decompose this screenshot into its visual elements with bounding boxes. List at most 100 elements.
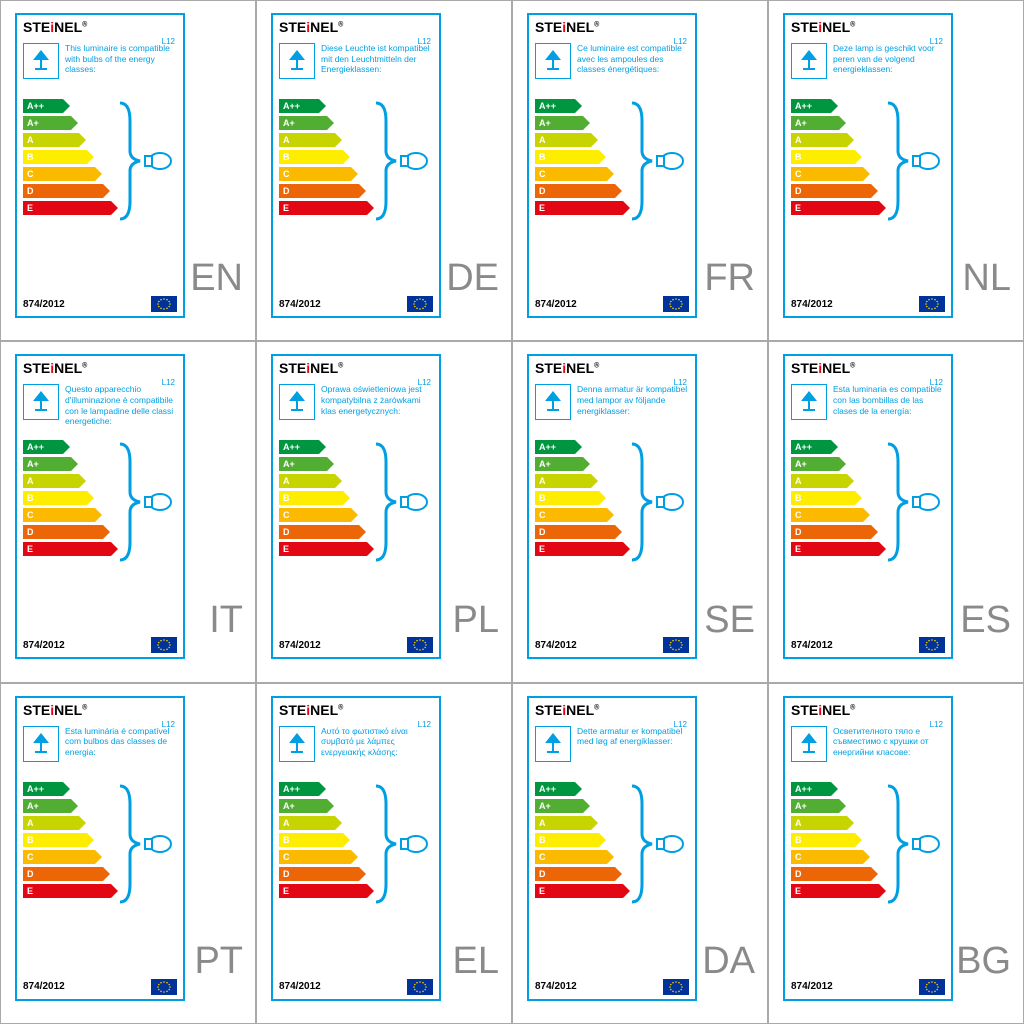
regulation-code: 874/2012 xyxy=(535,981,577,992)
brace-bulb-icon xyxy=(630,784,690,899)
lamp-icon xyxy=(23,726,59,762)
energy-label-card: STEiNEL® L12 This luminaire is compatibl… xyxy=(15,13,185,318)
brand-logo: STEiNEL® xyxy=(23,360,177,376)
lamp-icon xyxy=(791,43,827,79)
compatibility-text: Αυτό το φωτιστικό είναι συμβατό με λάμπε… xyxy=(321,726,433,776)
brace-bulb-icon xyxy=(886,101,946,216)
brand-logo: STEiNEL® xyxy=(535,360,689,376)
language-code: PL xyxy=(453,599,499,642)
compatibility-text: Questo apparecchio d'illuminazione è com… xyxy=(65,384,177,434)
energy-bar-label: C xyxy=(283,169,290,179)
energy-scale: A++ A+ A B C D E xyxy=(23,99,177,239)
model-code: L12 xyxy=(930,378,943,387)
energy-bar-label: A++ xyxy=(795,784,812,794)
energy-bar-label: A+ xyxy=(539,118,551,128)
energy-bar-label: C xyxy=(27,852,34,862)
lamp-icon xyxy=(535,384,571,420)
energy-bar-label: E xyxy=(795,886,801,896)
language-code: DA xyxy=(702,940,755,983)
regulation-code: 874/2012 xyxy=(791,640,833,651)
model-code: L12 xyxy=(674,720,687,729)
brace-bulb-icon xyxy=(886,784,946,899)
energy-bar-label: A+ xyxy=(539,801,551,811)
eu-flag-icon xyxy=(919,979,945,995)
energy-label-card: STEiNEL® L12 Αυτό το φωτιστικό είναι συμ… xyxy=(271,696,441,1001)
energy-bar-label: D xyxy=(283,527,290,537)
eu-flag-icon xyxy=(407,979,433,995)
brand-logo: STEiNEL® xyxy=(791,19,945,35)
energy-bar-label: D xyxy=(283,186,290,196)
model-code: L12 xyxy=(418,720,431,729)
regulation-code: 874/2012 xyxy=(279,981,321,992)
energy-bar-label: B xyxy=(795,835,802,845)
model-code: L12 xyxy=(418,378,431,387)
model-code: L12 xyxy=(674,37,687,46)
energy-bar-label: E xyxy=(795,203,801,213)
brace-bulb-icon xyxy=(630,442,690,557)
energy-bar-label: B xyxy=(27,835,34,845)
energy-bar-label: D xyxy=(27,869,34,879)
energy-bar-label: A++ xyxy=(27,101,44,111)
brand-logo: STEiNEL® xyxy=(791,360,945,376)
energy-bar-label: B xyxy=(795,493,802,503)
energy-bar-label: A++ xyxy=(795,101,812,111)
energy-bar-label: D xyxy=(795,869,802,879)
energy-bar-label: A+ xyxy=(283,459,295,469)
energy-bar-label: D xyxy=(283,869,290,879)
brace-bulb-icon xyxy=(118,442,178,557)
energy-label-card: STEiNEL® L12 Осветителното тяло е съвмес… xyxy=(783,696,953,1001)
brand-logo: STEiNEL® xyxy=(535,19,689,35)
brace-bulb-icon xyxy=(118,784,178,899)
energy-bar-label: A++ xyxy=(27,784,44,794)
brace-bulb-icon xyxy=(630,101,690,216)
energy-bar-label: A+ xyxy=(539,459,551,469)
energy-scale: A++ A+ A B C D E xyxy=(535,440,689,580)
eu-flag-icon xyxy=(151,979,177,995)
energy-bar-label: E xyxy=(283,886,289,896)
regulation-code: 874/2012 xyxy=(791,981,833,992)
lamp-icon xyxy=(791,384,827,420)
lamp-icon xyxy=(791,726,827,762)
energy-scale: A++ A+ A B C D E xyxy=(279,99,433,239)
eu-flag-icon xyxy=(919,637,945,653)
energy-bar-label: A+ xyxy=(27,118,39,128)
brace-bulb-icon xyxy=(118,101,178,216)
eu-flag-icon xyxy=(663,296,689,312)
energy-bar-label: A+ xyxy=(283,118,295,128)
brand-logo: STEiNEL® xyxy=(23,702,177,718)
energy-label-card: STEiNEL® L12 Dette armatur er kompatibel… xyxy=(527,696,697,1001)
energy-label-card: STEiNEL® L12 Diese Leuchte ist kompatibe… xyxy=(271,13,441,318)
energy-scale: A++ A+ A B C D E xyxy=(791,99,945,239)
energy-label-card: STEiNEL® L12 Deze lamp is geschikt voor … xyxy=(783,13,953,318)
energy-bar-label: B xyxy=(27,152,34,162)
energy-bar-label: A+ xyxy=(795,118,807,128)
energy-bar-label: D xyxy=(539,527,546,537)
brand-logo: STEiNEL® xyxy=(279,360,433,376)
label-cell-bg: STEiNEL® L12 Осветителното тяло е съвмес… xyxy=(768,683,1024,1024)
eu-flag-icon xyxy=(151,296,177,312)
compatibility-text: This luminaire is compatible with bulbs … xyxy=(65,43,177,93)
energy-bar-label: A++ xyxy=(539,442,556,452)
energy-bar-label: B xyxy=(795,152,802,162)
regulation-code: 874/2012 xyxy=(279,640,321,651)
energy-bar-label: C xyxy=(27,510,34,520)
energy-bar-label: C xyxy=(795,510,802,520)
lamp-icon xyxy=(23,384,59,420)
energy-bar-label: A xyxy=(27,476,34,486)
label-cell-pl: STEiNEL® L12 Oprawa oświetleniowa jest k… xyxy=(256,341,512,682)
lamp-icon xyxy=(535,43,571,79)
energy-bar-label: B xyxy=(283,152,290,162)
compatibility-text: Dette armatur er kompatibel med løg af e… xyxy=(577,726,689,776)
regulation-code: 874/2012 xyxy=(279,299,321,310)
eu-flag-icon xyxy=(919,296,945,312)
label-cell-de: STEiNEL® L12 Diese Leuchte ist kompatibe… xyxy=(256,0,512,341)
language-code: PT xyxy=(194,940,243,983)
energy-bar-label: A xyxy=(283,135,290,145)
brand-logo: STEiNEL® xyxy=(791,702,945,718)
brace-bulb-icon xyxy=(374,442,434,557)
energy-bar-label: A++ xyxy=(795,442,812,452)
energy-bar-label: B xyxy=(283,493,290,503)
energy-bar-label: A xyxy=(795,818,802,828)
eu-flag-icon xyxy=(407,296,433,312)
lamp-icon xyxy=(279,43,315,79)
